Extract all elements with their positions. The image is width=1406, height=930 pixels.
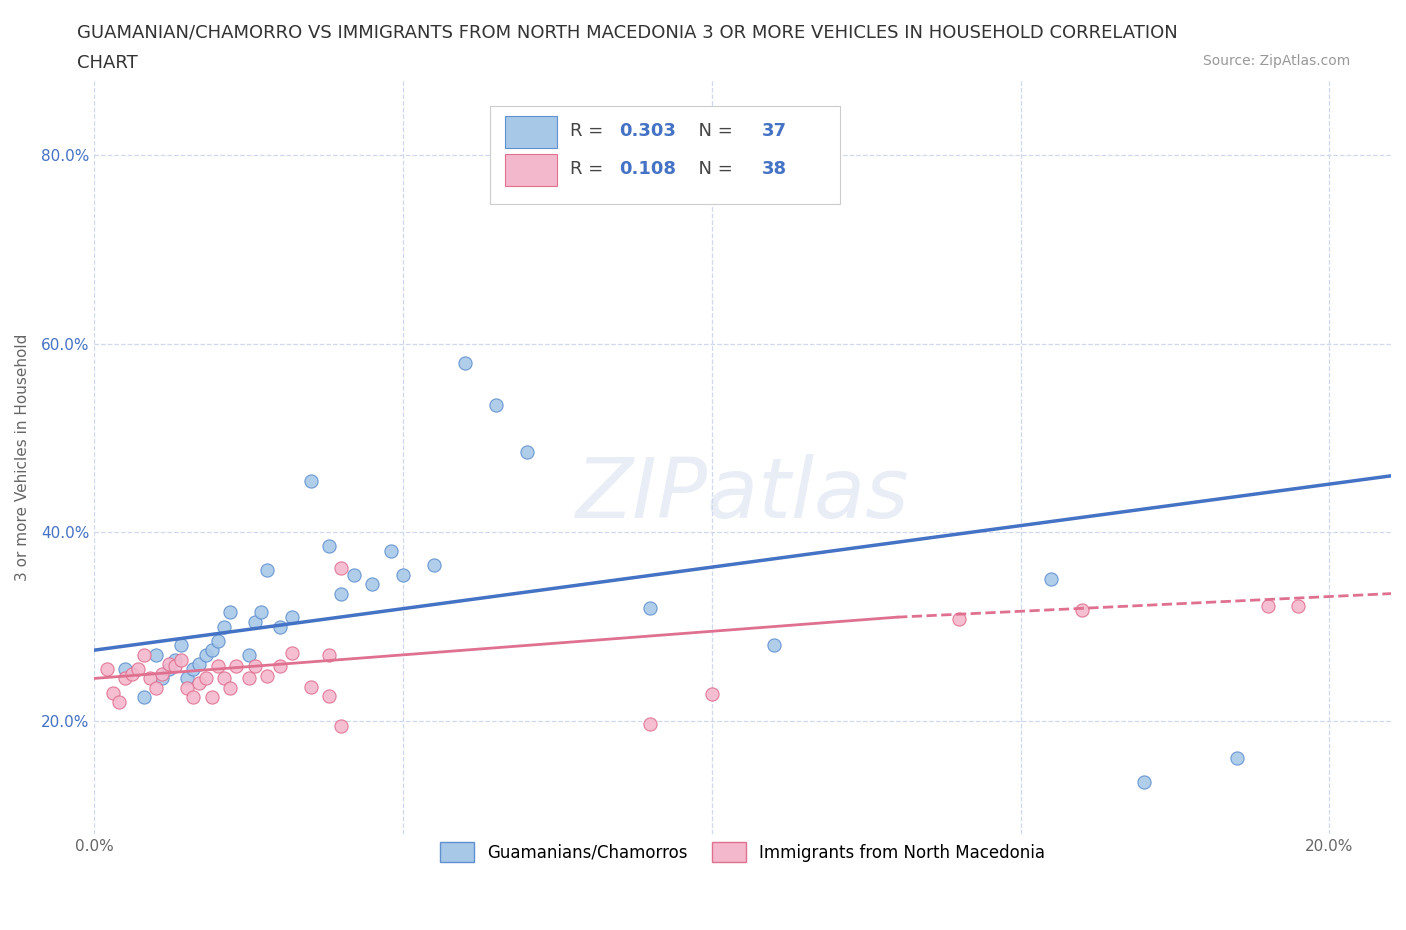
Point (207, 658, 229, 673)
FancyBboxPatch shape (506, 154, 557, 186)
Point (1226, 751, 1249, 766)
Point (219, 681, 242, 696)
Point (145, 681, 167, 696)
Point (343, 567, 366, 582)
Point (330, 586, 353, 601)
Point (207, 633, 229, 648)
Point (132, 647, 155, 662)
Point (188, 657, 211, 671)
Point (96, 661, 118, 676)
Point (256, 563, 278, 578)
Point (212, 671, 235, 685)
Point (392, 567, 415, 582)
Point (194, 647, 217, 662)
Point (256, 668, 278, 683)
Point (108, 695, 131, 710)
Point (127, 661, 149, 676)
Point (1286, 598, 1309, 613)
Point (150, 666, 173, 681)
Point (145, 647, 167, 662)
Text: R =: R = (571, 160, 609, 178)
Point (170, 638, 193, 653)
Point (188, 676, 211, 691)
Point (1133, 775, 1156, 790)
Y-axis label: 3 or more Vehicles in Household: 3 or more Vehicles in Household (15, 333, 30, 580)
Text: N =: N = (688, 123, 738, 140)
Point (101, 685, 124, 700)
Point (1257, 598, 1279, 613)
Point (516, 445, 538, 459)
Point (181, 661, 204, 676)
Point (181, 690, 204, 705)
Point (250, 605, 273, 620)
Point (269, 658, 291, 673)
Point (238, 671, 260, 685)
Point (163, 652, 186, 667)
Text: 0.108: 0.108 (620, 160, 676, 178)
Point (243, 615, 266, 630)
Point (423, 558, 446, 573)
Point (238, 647, 260, 662)
Point (1040, 572, 1063, 587)
Point (299, 680, 322, 695)
Point (318, 647, 340, 662)
Point (762, 638, 785, 653)
Point (330, 718, 353, 733)
Point (176, 681, 198, 696)
Point (139, 671, 162, 685)
Point (361, 577, 384, 591)
Point (194, 671, 217, 685)
Point (212, 619, 235, 634)
Legend: Guamanians/Chamorros, Immigrants from North Macedonia: Guamanians/Chamorros, Immigrants from No… (432, 834, 1053, 870)
Point (638, 600, 661, 615)
Point (380, 544, 402, 559)
Point (948, 612, 970, 627)
Point (157, 661, 180, 676)
Text: 37: 37 (762, 123, 787, 140)
Point (330, 561, 353, 576)
Point (132, 690, 155, 705)
Point (170, 652, 193, 667)
Text: 0.303: 0.303 (620, 123, 676, 140)
Point (243, 658, 266, 673)
Point (157, 657, 180, 671)
Point (281, 610, 304, 625)
Point (201, 690, 224, 705)
Text: R =: R = (571, 123, 609, 140)
Text: ZIPatlas: ZIPatlas (576, 454, 910, 535)
Point (638, 716, 661, 731)
Text: N =: N = (688, 160, 738, 178)
Text: Source: ZipAtlas.com: Source: ZipAtlas.com (1202, 54, 1350, 68)
Point (318, 539, 340, 554)
Point (299, 473, 322, 488)
Point (318, 689, 340, 704)
Point (114, 671, 136, 685)
Point (219, 605, 242, 620)
Point (485, 398, 508, 413)
FancyBboxPatch shape (506, 116, 557, 148)
Point (121, 666, 143, 681)
Point (1071, 603, 1094, 618)
Point (454, 355, 477, 370)
Point (201, 643, 224, 658)
Point (700, 687, 723, 702)
Text: 38: 38 (762, 160, 787, 178)
Point (281, 645, 304, 660)
Text: GUAMANIAN/CHAMORRO VS IMMIGRANTS FROM NORTH MACEDONIA 3 OR MORE VEHICLES IN HOUS: GUAMANIAN/CHAMORRO VS IMMIGRANTS FROM NO… (77, 23, 1178, 41)
Point (114, 661, 136, 676)
FancyBboxPatch shape (489, 106, 839, 205)
Point (150, 671, 173, 685)
Point (163, 658, 186, 673)
Point (176, 671, 198, 685)
Text: CHART: CHART (77, 54, 138, 72)
Point (225, 658, 247, 673)
Point (269, 619, 291, 634)
